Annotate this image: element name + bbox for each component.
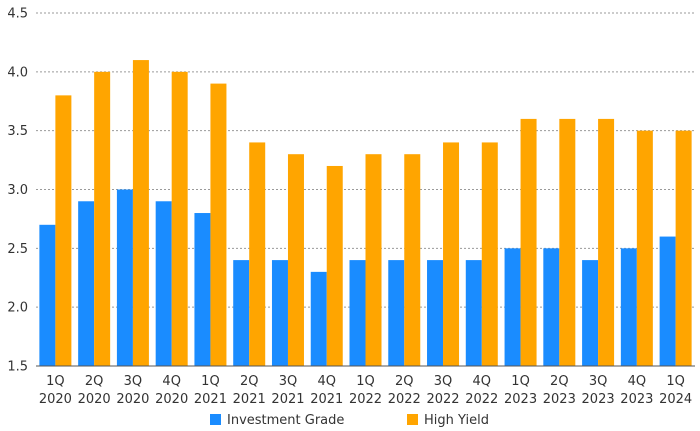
high-yield-bar bbox=[326, 165, 343, 366]
x-tick-label-quarter: 2Q bbox=[85, 374, 104, 389]
x-tick-label-year: 2023 bbox=[582, 392, 615, 407]
high-yield-bar bbox=[559, 118, 576, 367]
x-tick-label-year: 2020 bbox=[78, 392, 111, 407]
investment-grade-bar bbox=[388, 260, 405, 366]
investment-grade-bar bbox=[465, 260, 482, 366]
legend-label-investment-grade: Investment Grade bbox=[227, 413, 344, 428]
y-tick-label: 2.0 bbox=[7, 301, 28, 316]
high-yield-bar bbox=[481, 142, 498, 366]
investment-grade-bar bbox=[659, 236, 676, 366]
high-yield-bar bbox=[636, 130, 653, 366]
x-tick-label-year: 2022 bbox=[465, 392, 498, 407]
high-yield-bar bbox=[404, 154, 421, 366]
x-tick-label-year: 2021 bbox=[271, 392, 304, 407]
x-axis-ticks: 1Q 2020 2Q 2020 3Q 2020 4Q 2020 1Q 2021 2Q 2021 3Q 20… bbox=[39, 374, 692, 407]
investment-grade-bar bbox=[427, 260, 444, 366]
investment-grade-bar bbox=[39, 224, 56, 366]
high-yield-bar bbox=[55, 95, 72, 367]
x-tick-label-quarter: 4Q bbox=[473, 374, 492, 389]
x-tick-label-year: 2024 bbox=[659, 392, 692, 407]
x-tick-label-year: 2023 bbox=[504, 392, 537, 407]
high-yield-bar bbox=[443, 142, 460, 366]
x-tick-label-year: 2022 bbox=[388, 392, 421, 407]
legend-swatch-investment-grade bbox=[210, 414, 221, 425]
x-tick-label-year: 2022 bbox=[349, 392, 382, 407]
high-yield-bar bbox=[675, 130, 692, 366]
x-tick-label-quarter: 1Q bbox=[511, 374, 530, 389]
x-tick-label-quarter: 2Q bbox=[550, 374, 569, 389]
x-tick-label-year: 2020 bbox=[39, 392, 72, 407]
x-tick-label-year: 2021 bbox=[310, 392, 343, 407]
legend: Investment Grade High Yield bbox=[210, 413, 489, 428]
x-tick-label-quarter: 4Q bbox=[628, 374, 647, 389]
y-tick-label: 3.5 bbox=[7, 124, 28, 139]
y-tick-label: 4.0 bbox=[7, 65, 28, 80]
bars bbox=[39, 60, 692, 367]
x-tick-label-quarter: 2Q bbox=[240, 374, 259, 389]
high-yield-bar bbox=[210, 83, 227, 366]
x-tick-label-quarter: 1Q bbox=[201, 374, 220, 389]
investment-grade-bar bbox=[78, 201, 95, 366]
x-tick-label-quarter: 1Q bbox=[356, 374, 375, 389]
investment-grade-bar bbox=[155, 201, 172, 366]
investment-grade-bar bbox=[310, 271, 327, 366]
investment-grade-bar bbox=[349, 260, 366, 366]
high-yield-bar bbox=[132, 60, 149, 366]
investment-grade-bar bbox=[543, 248, 560, 366]
investment-grade-bar bbox=[271, 260, 288, 366]
x-tick-label-quarter: 1Q bbox=[46, 374, 65, 389]
x-tick-label-year: 2020 bbox=[116, 392, 149, 407]
legend-label-high-yield: High Yield bbox=[424, 413, 489, 428]
high-yield-bar bbox=[171, 71, 188, 366]
x-tick-label-quarter: 2Q bbox=[395, 374, 414, 389]
investment-grade-bar bbox=[582, 260, 599, 366]
high-yield-bar bbox=[287, 154, 304, 366]
x-tick-label-quarter: 3Q bbox=[124, 374, 143, 389]
y-tick-label: 4.5 bbox=[7, 7, 28, 22]
x-tick-label-year: 2023 bbox=[620, 392, 653, 407]
investment-grade-bar bbox=[116, 189, 133, 366]
x-tick-label-year: 2021 bbox=[194, 392, 227, 407]
y-tick-label: 1.5 bbox=[7, 360, 28, 375]
high-yield-bar bbox=[365, 154, 382, 366]
x-tick-label-quarter: 4Q bbox=[317, 374, 336, 389]
x-tick-label-quarter: 3Q bbox=[589, 374, 608, 389]
x-tick-label-year: 2021 bbox=[233, 392, 266, 407]
legend-swatch-high-yield bbox=[407, 414, 418, 425]
x-tick-label-year: 2023 bbox=[543, 392, 576, 407]
y-tick-label: 3.0 bbox=[7, 183, 28, 198]
x-tick-label-year: 2022 bbox=[426, 392, 459, 407]
high-yield-bar bbox=[94, 71, 111, 366]
investment-grade-bar bbox=[233, 260, 250, 366]
y-axis-ticks: 1.5 2.0 2.5 3.0 3.5 4.0 4.5 bbox=[7, 7, 28, 375]
x-tick-label-quarter: 3Q bbox=[279, 374, 298, 389]
investment-grade-bar bbox=[620, 248, 637, 366]
high-yield-bar bbox=[598, 118, 615, 367]
investment-grade-bar bbox=[194, 213, 211, 366]
high-yield-bar bbox=[249, 142, 266, 366]
investment-grade-bar bbox=[504, 248, 521, 366]
x-tick-label-quarter: 1Q bbox=[666, 374, 685, 389]
x-tick-label-year: 2020 bbox=[155, 392, 188, 407]
high-yield-bar bbox=[520, 118, 537, 367]
x-tick-label-quarter: 4Q bbox=[162, 374, 181, 389]
y-tick-label: 2.5 bbox=[7, 242, 28, 257]
x-tick-label-quarter: 3Q bbox=[434, 374, 453, 389]
